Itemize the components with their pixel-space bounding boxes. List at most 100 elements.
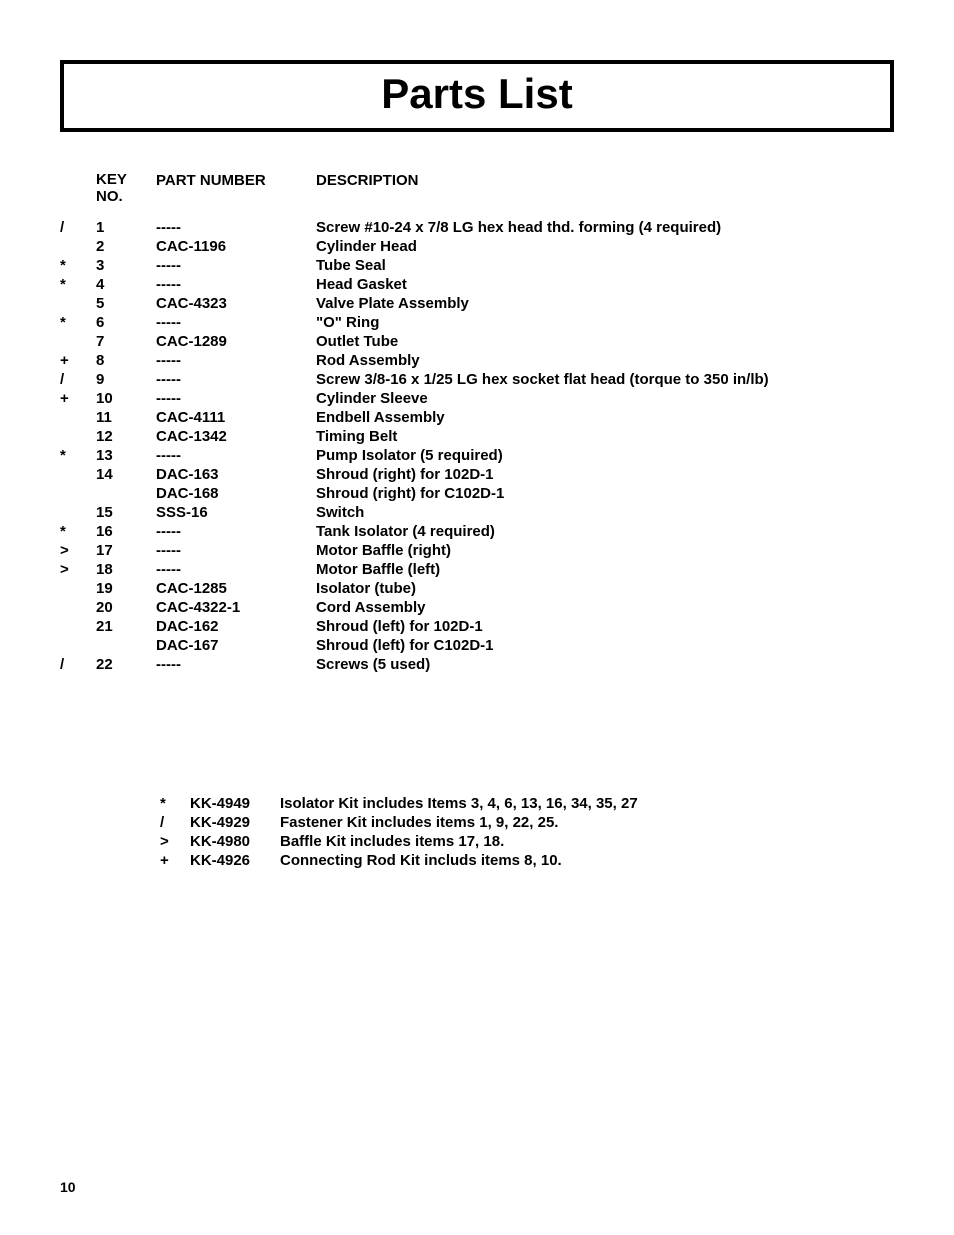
row-part: -----	[156, 219, 316, 238]
row-key: 19	[96, 580, 156, 599]
row-part: -----	[156, 371, 316, 390]
row-desc: Shroud (right) for 102D-1	[316, 466, 769, 485]
row-desc: "O" Ring	[316, 314, 769, 333]
row-desc: Screw #10-24 x 7/8 LG hex head thd. form…	[316, 219, 769, 238]
row-desc: Endbell Assembly	[316, 409, 769, 428]
kit-number: KK-4926	[190, 852, 280, 871]
table-row: DAC-168Shroud (right) for C102D-1	[60, 485, 769, 504]
row-symbol: +	[60, 352, 96, 371]
row-part: DAC-162	[156, 618, 316, 637]
row-key: 21	[96, 618, 156, 637]
table-row: /1-----Screw #10-24 x 7/8 LG hex head th…	[60, 219, 769, 238]
kit-desc: Fastener Kit includes items 1, 9, 22, 25…	[280, 814, 638, 833]
row-symbol	[60, 599, 96, 618]
row-part: -----	[156, 390, 316, 409]
row-key: 9	[96, 371, 156, 390]
header-part: PART NUMBER	[156, 172, 316, 219]
row-symbol: >	[60, 561, 96, 580]
row-part: DAC-163	[156, 466, 316, 485]
row-key: 2	[96, 238, 156, 257]
row-desc: Cylinder Sleeve	[316, 390, 769, 409]
table-row: DAC-167Shroud (left) for C102D-1	[60, 637, 769, 656]
row-part: CAC-4323	[156, 295, 316, 314]
row-part: -----	[156, 447, 316, 466]
kit-row: >KK-4980Baffle Kit includes items 17, 18…	[160, 833, 638, 852]
row-key: 16	[96, 523, 156, 542]
row-desc: Head Gasket	[316, 276, 769, 295]
row-symbol	[60, 409, 96, 428]
table-row: >18-----Motor Baffle (left)	[60, 561, 769, 580]
table-row: /22-----Screws (5 used)	[60, 656, 769, 675]
row-symbol: +	[60, 390, 96, 409]
row-key	[96, 485, 156, 504]
title-frame: Parts List	[60, 60, 894, 132]
page-number: 10	[60, 1179, 76, 1195]
page: Parts List KEY NO. PART NUMBER DESCRIPTI…	[0, 0, 954, 1235]
table-row: 19CAC-1285Isolator (tube)	[60, 580, 769, 599]
row-symbol: /	[60, 371, 96, 390]
table-row: 15SSS-16Switch	[60, 504, 769, 523]
table-row: 5CAC-4323Valve Plate Assembly	[60, 295, 769, 314]
table-row: 20CAC-4322-1Cord Assembly	[60, 599, 769, 618]
row-symbol	[60, 466, 96, 485]
table-row: 7CAC-1289Outlet Tube	[60, 333, 769, 352]
table-header-row: KEY NO. PART NUMBER DESCRIPTION	[60, 172, 769, 219]
row-key: 17	[96, 542, 156, 561]
row-desc: Cord Assembly	[316, 599, 769, 618]
row-key: 15	[96, 504, 156, 523]
table-row: *13-----Pump Isolator (5 required)	[60, 447, 769, 466]
row-key: 4	[96, 276, 156, 295]
row-desc: Shroud (right) for C102D-1	[316, 485, 769, 504]
header-desc: DESCRIPTION	[316, 172, 769, 219]
row-symbol	[60, 333, 96, 352]
kit-desc: Connecting Rod Kit includs items 8, 10.	[280, 852, 638, 871]
row-key: 3	[96, 257, 156, 276]
row-key: 22	[96, 656, 156, 675]
row-desc: Shroud (left) for C102D-1	[316, 637, 769, 656]
table-row: 12CAC-1342Timing Belt	[60, 428, 769, 447]
row-symbol: *	[60, 447, 96, 466]
kit-number: KK-4980	[190, 833, 280, 852]
row-symbol: *	[60, 523, 96, 542]
row-key: 12	[96, 428, 156, 447]
row-part: -----	[156, 276, 316, 295]
row-part: CAC-4322-1	[156, 599, 316, 618]
kit-symbol: >	[160, 833, 190, 852]
row-desc: Cylinder Head	[316, 238, 769, 257]
header-symbol	[60, 172, 96, 219]
page-title: Parts List	[64, 70, 890, 118]
row-part: -----	[156, 352, 316, 371]
row-key: 7	[96, 333, 156, 352]
kit-symbol: +	[160, 852, 190, 871]
row-key: 11	[96, 409, 156, 428]
row-part: DAC-168	[156, 485, 316, 504]
row-desc: Screw 3/8-16 x 1/25 LG hex socket flat h…	[316, 371, 769, 390]
table-row: 11CAC-4111Endbell Assembly	[60, 409, 769, 428]
row-symbol	[60, 580, 96, 599]
row-desc: Motor Baffle (left)	[316, 561, 769, 580]
row-symbol	[60, 428, 96, 447]
kits-table: *KK-4949Isolator Kit includes Items 3, 4…	[160, 795, 638, 871]
row-desc: Pump Isolator (5 required)	[316, 447, 769, 466]
row-key: 1	[96, 219, 156, 238]
row-key: 13	[96, 447, 156, 466]
row-key	[96, 637, 156, 656]
row-symbol	[60, 238, 96, 257]
row-symbol: /	[60, 219, 96, 238]
row-symbol: *	[60, 276, 96, 295]
table-row: *16-----Tank Isolator (4 required)	[60, 523, 769, 542]
row-key: 18	[96, 561, 156, 580]
row-symbol	[60, 637, 96, 656]
kit-symbol: /	[160, 814, 190, 833]
row-desc: Tube Seal	[316, 257, 769, 276]
table-row: /9-----Screw 3/8-16 x 1/25 LG hex socket…	[60, 371, 769, 390]
table-row: +8-----Rod Assembly	[60, 352, 769, 371]
row-symbol: *	[60, 257, 96, 276]
row-symbol: >	[60, 542, 96, 561]
row-part: CAC-1289	[156, 333, 316, 352]
row-part: CAC-4111	[156, 409, 316, 428]
kit-row: +KK-4926Connecting Rod Kit includs items…	[160, 852, 638, 871]
row-part: CAC-1342	[156, 428, 316, 447]
row-key: 5	[96, 295, 156, 314]
row-key: 6	[96, 314, 156, 333]
